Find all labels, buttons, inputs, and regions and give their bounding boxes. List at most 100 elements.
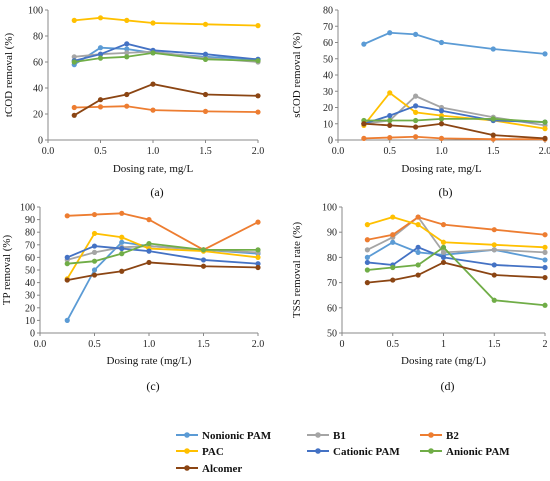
x-axis-label: Dosing rate, mg/L <box>401 163 482 175</box>
x-tick-label: 0.5 <box>94 146 107 157</box>
series-b2 <box>71 103 261 115</box>
data-point-b1 <box>413 93 419 99</box>
legend-label: Nonionic PAM <box>202 430 272 442</box>
legend-entry-nonionic-pam: Nonionic PAM <box>176 430 272 442</box>
data-point-alcomer <box>542 274 548 281</box>
data-point-b2 <box>491 227 497 233</box>
x-tick-label: 2.0 <box>252 146 265 157</box>
data-point-nonionic-pam <box>364 254 370 260</box>
data-point-b2 <box>415 214 421 220</box>
y-axis-label: TP removal (%) <box>1 234 13 305</box>
y-tick-label: 40 <box>25 278 35 289</box>
series-line-b2 <box>67 212 259 251</box>
x-tick-label: 1 <box>441 339 446 350</box>
data-point-cationic-pam <box>491 262 497 268</box>
x-tick-label: 0.0 <box>34 339 47 350</box>
data-point-anionic-pam <box>542 119 548 125</box>
legend-entry-anionic-pam: Anionic PAM <box>420 446 510 458</box>
x-tick-label: 2 <box>543 339 548 350</box>
data-point-alcomer <box>71 112 77 118</box>
legend-entry-b2: B2 <box>420 430 459 442</box>
data-point-pac <box>542 126 548 132</box>
data-point-b2 <box>364 237 370 243</box>
series-line-pac <box>74 16 259 27</box>
series-line-b2 <box>74 105 259 113</box>
series-alcomer <box>64 259 261 283</box>
series-b2 <box>64 210 261 253</box>
data-point-pac <box>255 23 261 29</box>
legend-swatch-marker <box>428 432 434 438</box>
legend-swatch-marker <box>315 432 321 438</box>
data-point-b2 <box>440 222 447 228</box>
y-tick-label: 30 <box>25 291 35 302</box>
legend-entry-alcomer: Alcomer <box>176 463 242 475</box>
data-point-anionic-pam <box>150 50 156 56</box>
series-line-pac <box>66 232 259 280</box>
series-alcomer <box>361 121 548 141</box>
series-anionic-pam <box>361 116 548 125</box>
series-line-anionic-pam <box>367 246 546 307</box>
data-point-b2 <box>361 135 367 141</box>
legend-swatch-marker <box>184 432 190 438</box>
data-point-cationic-pam <box>387 113 393 119</box>
legend-label: B1 <box>333 430 346 442</box>
y-tick-label: 80 <box>25 228 35 239</box>
y-tick-label: 90 <box>327 228 337 239</box>
data-point-alcomer <box>542 135 548 141</box>
data-point-b2 <box>387 134 393 141</box>
data-point-b2 <box>542 232 548 238</box>
x-axis-label: Dosing rate (mg/L) <box>107 355 192 367</box>
data-point-anionic-pam <box>413 117 419 124</box>
data-point-anionic-pam <box>255 58 261 64</box>
data-point-alcomer <box>415 272 421 278</box>
data-point-pac <box>390 214 396 220</box>
series-line-nonionic-pam <box>363 31 546 55</box>
data-point-cationic-pam <box>200 257 207 263</box>
y-tick-label: 0 <box>30 329 35 340</box>
data-point-nonionic-pam <box>390 239 396 245</box>
y-tick-label: 10 <box>323 119 333 130</box>
y-tick-label: 60 <box>323 38 333 49</box>
y-tick-label: 70 <box>327 278 337 289</box>
data-point-b2 <box>413 134 419 140</box>
x-tick-label: 0.0 <box>42 146 55 157</box>
legend-entry-b1: B1 <box>307 430 346 442</box>
series-line-cationic-pam <box>367 246 546 269</box>
data-point-alcomer <box>387 122 393 128</box>
legend-swatch-marker <box>184 465 190 471</box>
y-tick-label: 20 <box>323 103 333 114</box>
data-point-b2 <box>124 103 130 109</box>
data-point-alcomer <box>64 277 70 283</box>
series-anionic-pam <box>364 244 548 308</box>
y-tick-label: 50 <box>25 266 35 277</box>
data-point-anionic-pam <box>438 116 445 122</box>
series-line-b2 <box>363 135 545 141</box>
y-tick-label: 10 <box>25 316 35 327</box>
data-point-nonionic-pam <box>387 30 393 36</box>
legend-entry-pac: PAC <box>176 446 224 458</box>
data-point-cationic-pam <box>364 259 370 266</box>
data-point-anionic-pam <box>387 117 393 124</box>
x-axis-label: Dosing rate, mg/L <box>113 163 194 175</box>
data-point-alcomer <box>150 81 156 87</box>
data-point-alcomer <box>124 91 130 98</box>
x-tick-label: 0.5 <box>384 146 397 157</box>
data-point-b1 <box>440 249 447 255</box>
data-point-alcomer <box>119 268 125 274</box>
legend-swatch-marker <box>428 448 434 454</box>
y-tick-label: 0 <box>38 136 43 147</box>
data-point-anionic-pam <box>255 247 261 253</box>
series-b2 <box>361 134 548 142</box>
x-tick-label: 2.0 <box>539 146 550 157</box>
data-point-pac <box>71 17 77 23</box>
data-point-alcomer <box>438 121 445 127</box>
data-point-nonionic-pam <box>64 317 70 323</box>
legend: Nonionic PAM B1 B2 PAC Cationic PAM Anionic P… <box>176 430 510 475</box>
data-point-anionic-pam <box>146 240 152 247</box>
data-point-anionic-pam <box>491 297 497 303</box>
y-axis-label: sCOD removal (%) <box>291 32 303 118</box>
chart-panel-d: 50 60 70 80 90 100 0 0.5 1 1.5 2 Dosing rate (mg/L)… <box>291 203 548 393</box>
y-axis-label: TSS removal rate (%) <box>291 222 303 319</box>
